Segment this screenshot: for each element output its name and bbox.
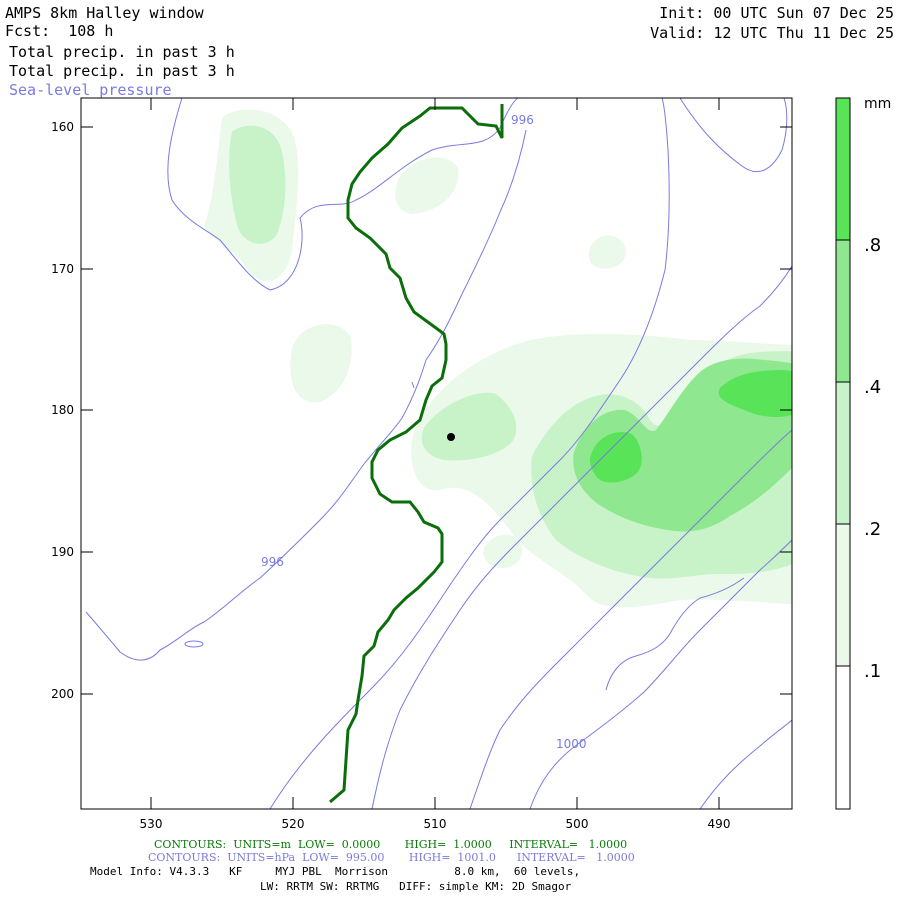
station-marker <box>447 433 455 441</box>
title-line: AMPS 8km Halley window <box>5 4 204 22</box>
colorbar-label: .2 <box>864 519 881 540</box>
footer-physics: LW: RRTM SW: RRTMG DIFF: simple KM: 2D S… <box>260 880 572 893</box>
plot-frame <box>80 97 793 810</box>
colorbar-label: .4 <box>864 377 881 398</box>
plot-area: 996 996 1000 <box>85 98 792 809</box>
pressure-label: 996 <box>511 113 534 127</box>
y-tick-label: 200 <box>51 687 74 701</box>
colorbar-swatch <box>836 98 850 240</box>
forecast-hour: Fcst: 108 h <box>5 22 114 40</box>
x-axis-ticks <box>150 98 720 809</box>
footer-model-info: Model Info: V4.3.3 KF MYJ PBL Morrison 8… <box>90 865 581 878</box>
y-tick-label: 190 <box>51 545 74 559</box>
y-tick-label: 160 <box>51 120 74 134</box>
x-tick-label: 520 <box>282 817 305 831</box>
y-tick-label: 170 <box>51 262 74 276</box>
colorbar-swatch <box>836 524 850 666</box>
terrain-contour <box>329 104 504 804</box>
x-tick-label: 530 <box>140 817 163 831</box>
x-tick-label: 510 <box>424 817 447 831</box>
field-label-2: Total precip. in past 3 h <box>9 62 235 80</box>
pressure-label: 1000 <box>556 737 587 751</box>
colorbar-label: .1 <box>864 661 881 682</box>
precip-shade-level4 <box>589 370 792 483</box>
colorbar-label: .8 <box>864 235 881 256</box>
colorbar-unit: mm <box>864 96 891 112</box>
valid-time: Valid: 12 UTC Thu 11 Dec 25 <box>650 24 894 42</box>
y-tick-label: 180 <box>51 403 74 417</box>
x-tick-label: 500 <box>566 817 589 831</box>
colorbar: mm .8 .4 .2 .1 <box>835 96 891 810</box>
pressure-contours <box>85 98 792 809</box>
y-axis-labels: 160 170 180 190 200 <box>51 120 74 701</box>
init-time: Init: 00 UTC Sun 07 Dec 25 <box>659 4 894 22</box>
colorbar-swatch <box>836 240 850 382</box>
colorbar-swatch <box>836 666 850 809</box>
pressure-label: 996 <box>261 555 284 569</box>
field-label-1: Total precip. in past 3 h <box>9 43 235 61</box>
footer-pressure-contours: CONTOURS: UNITS=hPa LOW= 995.00 HIGH= 10… <box>148 851 635 864</box>
x-tick-label: 490 <box>708 817 731 831</box>
y-axis-ticks <box>81 126 792 695</box>
colorbar-swatch <box>836 382 850 524</box>
x-axis-labels: 530 520 510 500 490 <box>140 817 731 831</box>
field-label-pressure: Sea-level pressure <box>9 81 172 99</box>
footer-terrain-contours: CONTOURS: UNITS=m LOW= 0.0000 HIGH= 1.00… <box>154 838 628 851</box>
